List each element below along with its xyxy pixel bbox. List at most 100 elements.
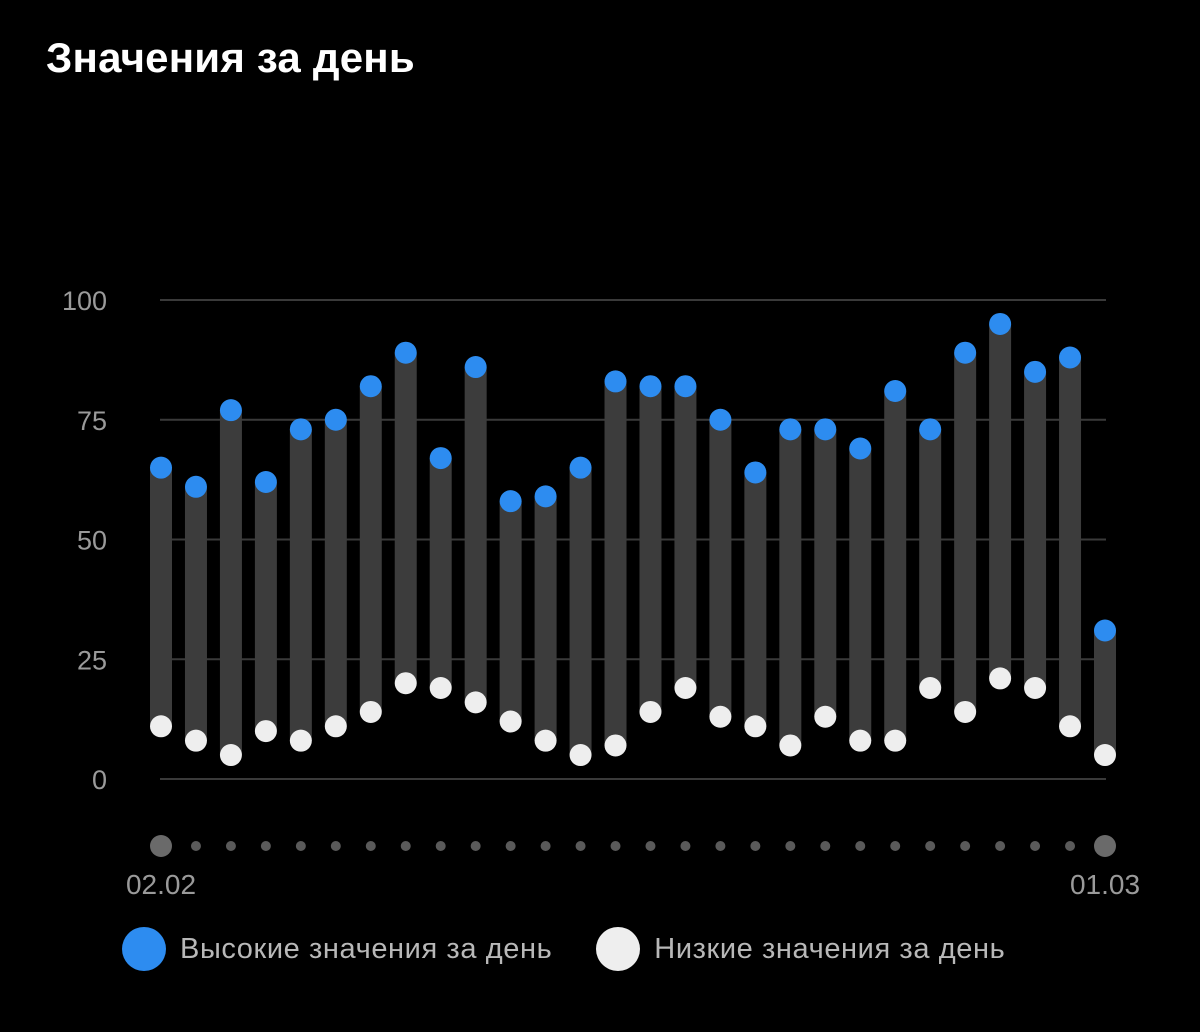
low-value-point[interactable] bbox=[289, 729, 312, 752]
range-bar bbox=[324, 419, 347, 727]
high-value-point[interactable] bbox=[814, 418, 837, 441]
x-axis-day-dot bbox=[470, 841, 481, 851]
low-value-point[interactable] bbox=[674, 676, 697, 699]
range-bar bbox=[674, 386, 697, 688]
high-value-point[interactable] bbox=[289, 418, 312, 441]
legend: Высокие значения за день Низкие значения… bbox=[122, 926, 1049, 972]
low-value-point[interactable] bbox=[954, 700, 977, 723]
high-value-point[interactable] bbox=[569, 456, 592, 479]
low-value-point[interactable] bbox=[394, 672, 417, 695]
high-value-point[interactable] bbox=[639, 375, 662, 398]
high-value-point[interactable] bbox=[954, 341, 977, 364]
range-bar bbox=[639, 386, 662, 712]
range-bar bbox=[534, 496, 557, 741]
low-value-point[interactable] bbox=[1024, 676, 1047, 699]
range-bar bbox=[1024, 371, 1047, 688]
low-value-point[interactable] bbox=[884, 729, 907, 752]
range-bar bbox=[150, 467, 172, 727]
low-value-point[interactable] bbox=[569, 744, 592, 767]
high-value-point[interactable] bbox=[919, 418, 942, 441]
high-value-point[interactable] bbox=[464, 356, 487, 379]
legend-low-swatch bbox=[596, 927, 641, 971]
high-value-point[interactable] bbox=[219, 399, 242, 422]
low-value-point[interactable] bbox=[919, 676, 942, 699]
page-title: Значения за день bbox=[46, 34, 415, 81]
high-value-point[interactable] bbox=[394, 341, 417, 364]
low-value-point[interactable] bbox=[849, 729, 872, 752]
low-value-point[interactable] bbox=[324, 715, 347, 738]
high-points bbox=[150, 312, 1116, 642]
legend-high-label: Высокие значения за день bbox=[180, 932, 553, 965]
high-value-point[interactable] bbox=[674, 375, 697, 398]
low-value-point[interactable] bbox=[639, 700, 662, 723]
x-axis-day-dot bbox=[785, 841, 796, 851]
x-axis-day-dot bbox=[610, 841, 621, 851]
high-value-point[interactable] bbox=[499, 490, 522, 513]
high-value-point[interactable] bbox=[534, 485, 557, 508]
high-value-point[interactable] bbox=[1059, 346, 1082, 369]
range-bar bbox=[779, 429, 802, 746]
low-value-point[interactable] bbox=[1059, 715, 1082, 738]
low-value-point[interactable] bbox=[499, 710, 522, 733]
low-value-point[interactable] bbox=[779, 734, 802, 757]
high-value-point[interactable] bbox=[429, 447, 452, 470]
range-bar bbox=[1059, 357, 1082, 727]
range-bar bbox=[1094, 630, 1116, 756]
legend-item-low[interactable]: Низкие значения за день bbox=[596, 927, 1005, 971]
range-bar bbox=[989, 323, 1012, 679]
x-axis-day-dot bbox=[715, 841, 726, 851]
high-value-point[interactable] bbox=[150, 456, 172, 479]
high-value-point[interactable] bbox=[1024, 360, 1047, 383]
range-bar bbox=[289, 429, 312, 741]
x-axis-day-dot bbox=[260, 841, 271, 851]
low-value-point[interactable] bbox=[429, 676, 452, 699]
high-value-point[interactable] bbox=[744, 461, 767, 484]
high-value-point[interactable] bbox=[184, 475, 207, 498]
legend-item-high[interactable]: Высокие значения за день bbox=[122, 927, 552, 971]
low-value-point[interactable] bbox=[709, 705, 732, 728]
range-bar bbox=[709, 419, 732, 717]
x-axis-day-dot bbox=[680, 841, 691, 851]
low-value-point[interactable] bbox=[150, 715, 172, 738]
high-value-point[interactable] bbox=[359, 375, 382, 398]
low-points bbox=[150, 667, 1116, 767]
range-bar bbox=[884, 391, 907, 741]
low-value-point[interactable] bbox=[219, 744, 242, 767]
x-axis-day-dot bbox=[575, 841, 586, 851]
x-axis-day-dot bbox=[750, 841, 761, 851]
y-tick-label: 25 bbox=[77, 645, 107, 675]
legend-low-label: Низкие значения за день bbox=[654, 932, 1006, 965]
low-value-point[interactable] bbox=[814, 705, 837, 728]
range-bar bbox=[744, 472, 767, 727]
low-value-point[interactable] bbox=[744, 715, 767, 738]
high-value-point[interactable] bbox=[254, 471, 277, 494]
high-value-point[interactable] bbox=[849, 437, 872, 460]
range-bar bbox=[919, 429, 942, 688]
high-value-point[interactable] bbox=[884, 380, 907, 403]
low-value-point[interactable] bbox=[1094, 744, 1116, 767]
range-bar bbox=[429, 458, 452, 688]
y-tick-label: 100 bbox=[62, 286, 107, 316]
x-axis-day-dot bbox=[960, 841, 971, 851]
x-axis-day-dot bbox=[225, 841, 236, 851]
range-bar bbox=[499, 501, 522, 722]
low-value-point[interactable] bbox=[604, 734, 627, 757]
high-value-point[interactable] bbox=[324, 408, 347, 431]
low-value-point[interactable] bbox=[184, 729, 207, 752]
x-axis-day-dot bbox=[330, 841, 341, 851]
low-value-point[interactable] bbox=[254, 720, 277, 743]
high-value-point[interactable] bbox=[709, 408, 732, 431]
high-value-point[interactable] bbox=[1094, 619, 1116, 642]
high-value-point[interactable] bbox=[779, 418, 802, 441]
x-end-label: 01.03 bbox=[1070, 869, 1140, 900]
low-value-point[interactable] bbox=[989, 667, 1012, 690]
low-value-point[interactable] bbox=[534, 729, 557, 752]
high-value-point[interactable] bbox=[989, 312, 1012, 335]
range-bar bbox=[464, 367, 487, 703]
high-value-point[interactable] bbox=[604, 370, 627, 393]
low-value-point[interactable] bbox=[464, 691, 487, 714]
x-axis-day-dot bbox=[400, 841, 411, 851]
x-axis-day-dot bbox=[295, 841, 306, 851]
x-axis-day-dot bbox=[365, 841, 376, 851]
low-value-point[interactable] bbox=[359, 700, 382, 723]
